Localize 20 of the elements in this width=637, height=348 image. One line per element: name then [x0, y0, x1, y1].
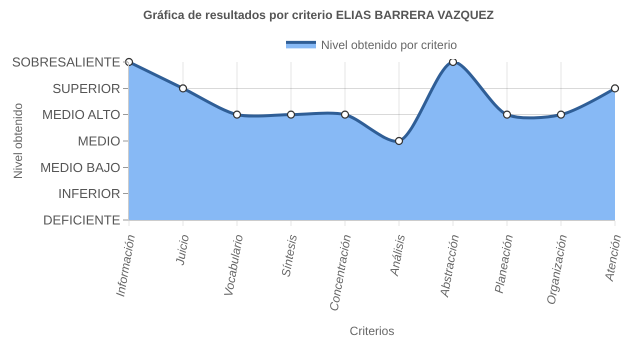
legend-label: Nivel obtenido por criterio	[321, 38, 458, 52]
x-tick-label: Organización	[544, 233, 570, 306]
category-label: SOBRESALIENTE	[12, 54, 120, 70]
x-tick-label: Vocabulario	[221, 233, 246, 298]
x-tick-label: Análisis	[386, 234, 408, 278]
chart-title: Gráfica de resultados por criterio ELIAS BARRERA VAZQUEZ	[143, 8, 494, 22]
category-label: MEDIO ALTO	[42, 107, 120, 122]
x-tick-label: Síntesis	[278, 234, 300, 278]
x-tick-label: Juicio	[172, 233, 192, 268]
x-tick-label: Abstracción	[437, 233, 462, 299]
category-label: MEDIO BAJO	[40, 160, 120, 175]
category-label: INFERIOR	[58, 186, 120, 202]
x-tick-label: Planeación	[492, 233, 516, 294]
category-label: DEFICIENTE	[43, 212, 120, 228]
category-label: MEDIO	[78, 134, 120, 149]
x-axis-title: Criterios	[350, 324, 394, 338]
text: Nivel obtenido	[11, 102, 25, 179]
x-tick-label: Atención	[602, 233, 624, 283]
x-tick-label: Información	[113, 233, 138, 298]
category-label: SUPERIOR	[52, 80, 120, 96]
